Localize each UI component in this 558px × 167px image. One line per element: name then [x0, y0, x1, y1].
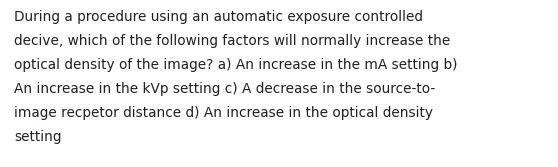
Text: An increase in the kVp setting c) A decrease in the source-to-: An increase in the kVp setting c) A decr… — [14, 82, 435, 96]
Text: optical density of the image? a) An increase in the mA setting b): optical density of the image? a) An incr… — [14, 58, 458, 72]
Text: During a procedure using an automatic exposure controlled: During a procedure using an automatic ex… — [14, 10, 423, 24]
Text: image recpetor distance d) An increase in the optical density: image recpetor distance d) An increase i… — [14, 106, 433, 120]
Text: decive, which of the following factors will normally increase the: decive, which of the following factors w… — [14, 34, 450, 48]
Text: setting: setting — [14, 130, 61, 144]
